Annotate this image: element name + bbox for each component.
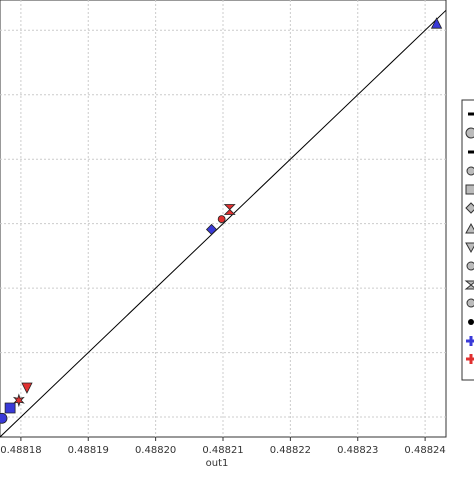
- x-tick-label: 0.48824: [404, 445, 445, 456]
- point: [4, 402, 16, 414]
- point: [205, 223, 218, 236]
- point: [430, 17, 443, 29]
- x-tick-label: 0.48823: [337, 445, 378, 456]
- point: [217, 215, 226, 224]
- reference-line: [0, 9, 447, 438]
- point: [21, 382, 33, 394]
- x-tick-label: 0.48821: [202, 445, 243, 456]
- x-tick-label: 0.48822: [270, 445, 311, 456]
- x-tick-label: 0.48819: [68, 445, 109, 456]
- x-axis-label: out1: [206, 458, 229, 469]
- x-tick-label: 0.48820: [135, 445, 176, 456]
- point: [12, 393, 25, 408]
- point: [0, 412, 8, 424]
- x-tick-label: 0.48818: [0, 445, 41, 456]
- legend: [461, 99, 474, 381]
- point: [223, 204, 236, 215]
